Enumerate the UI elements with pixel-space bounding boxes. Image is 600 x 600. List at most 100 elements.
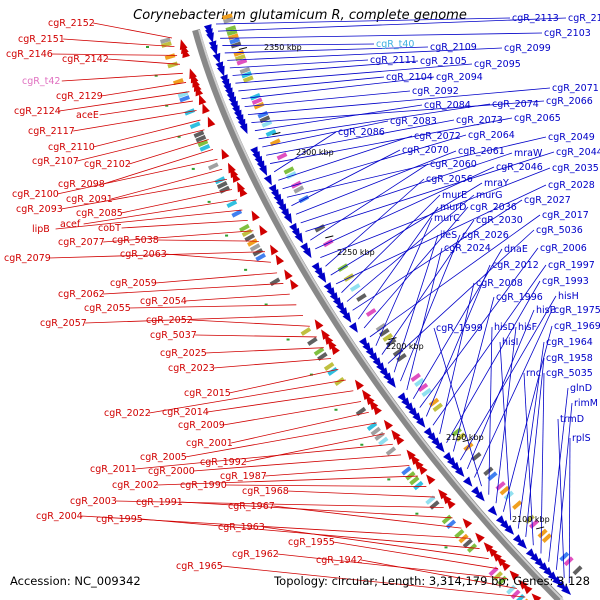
gene-label-right[interactable]: hisH (558, 291, 579, 302)
gene-label-left[interactable]: cgR_2000 (148, 466, 195, 477)
gene-label-left[interactable]: cgR_2002 (112, 480, 159, 491)
gene-label-left[interactable]: cgR_2023 (168, 363, 215, 374)
gene-label-left[interactable]: cgR_5038 (112, 235, 159, 246)
gene-label-left[interactable]: cgR_2079 (4, 253, 51, 264)
gene-label-left[interactable]: cgR_2011 (90, 464, 137, 475)
gene-label-right[interactable]: cgR_2095 (474, 59, 521, 70)
gene-label-left[interactable]: cgR_2085 (76, 208, 123, 219)
gene-label-right[interactable]: cgR_1996 (496, 292, 543, 303)
gene-label-left[interactable]: cgR_2001 (186, 438, 233, 449)
gene-label-left[interactable]: cgR_1962 (232, 549, 279, 560)
gene-label-left[interactable]: cgR_2146 (6, 49, 53, 60)
gene-label-right[interactable]: hisF (518, 322, 537, 333)
gene-label-right[interactable]: cgR_2109 (430, 42, 477, 53)
gene-label-right[interactable]: cgR_2027 (524, 195, 571, 206)
gene-label-left[interactable]: cgR_1995 (96, 514, 143, 525)
gene-label-right[interactable]: cgR_1964 (546, 337, 593, 348)
gene-label-left[interactable]: cgR_2117 (28, 126, 75, 137)
gene-label-left[interactable]: cgR_2005 (140, 452, 187, 463)
gene-label-left[interactable]: cgR_2152 (48, 18, 95, 29)
gene-label-right[interactable]: cgR_2111 (370, 55, 417, 66)
gene-label-left[interactable]: cgR_t42 (22, 76, 60, 87)
gene-label-right[interactable]: cgR_2064 (468, 130, 515, 141)
gene-label-right[interactable]: cgR_2094 (436, 72, 483, 83)
gene-label-right[interactable]: cgR_2030 (476, 215, 523, 226)
gene-label-right[interactable]: cgR_1975 (554, 305, 600, 316)
gene-label-right[interactable]: rimM (574, 398, 598, 409)
gene-label-right[interactable]: cgR_2036 (470, 202, 517, 213)
gene-label-right[interactable]: cgR_2066 (546, 96, 593, 107)
gene-label-right[interactable]: cgR_2083 (390, 116, 437, 127)
gene-label-left[interactable]: cgR_1967 (228, 501, 275, 512)
gene-label-left[interactable]: acef (60, 219, 81, 230)
gene-label-left[interactable]: cgR_2004 (36, 511, 83, 522)
gene-label-right[interactable]: cgR_1993 (542, 276, 589, 287)
gene-label-left[interactable]: cgR_2022 (104, 408, 151, 419)
gene-label-right[interactable]: rnc (526, 368, 541, 379)
gene-label-left[interactable]: cgR_1991 (136, 497, 183, 508)
gene-label-right[interactable]: glnD (570, 383, 592, 394)
gene-label-left[interactable]: cgR_2107 (32, 156, 79, 167)
gene-label-left[interactable]: cgR_2057 (40, 318, 87, 329)
gene-label-right[interactable]: cgR_2006 (540, 243, 587, 254)
gene-label-right[interactable]: murG (476, 190, 503, 201)
gene-label-left[interactable]: cgR_1990 (180, 480, 227, 491)
gene-label-right[interactable]: cgR_1999 (436, 323, 483, 334)
gene-label-right[interactable]: cgR_2074 (492, 99, 539, 110)
gene-label-left[interactable]: cgR_2091 (66, 194, 113, 205)
gene-label-left[interactable]: cgR_2025 (160, 348, 207, 359)
gene-label-right[interactable]: cgR_2092 (412, 86, 459, 97)
gene-label-right[interactable]: mraW (514, 148, 543, 159)
gene-label-left[interactable]: cgR_1955 (288, 537, 335, 548)
gene-label-right[interactable]: cgR_2049 (548, 132, 595, 143)
gene-label-right[interactable]: cgR_5036 (536, 225, 583, 236)
gene-label-right[interactable]: cgR_2106 (568, 13, 600, 24)
gene-label-left[interactable]: cgR_2102 (84, 159, 131, 170)
gene-label-right[interactable]: cgR_2044 (556, 147, 600, 158)
gene-label-right[interactable]: cgR_2070 (402, 145, 449, 156)
gene-label-left[interactable]: cgR_2077 (58, 237, 105, 248)
gene-label-right[interactable]: cgR_2008 (476, 278, 523, 289)
gene-label-right[interactable]: cgR_2060 (430, 159, 477, 170)
gene-label-left[interactable]: cgR_2052 (146, 315, 193, 326)
gene-label-right[interactable]: cgR_1997 (548, 260, 595, 271)
gene-label-right[interactable]: cgR_2104 (386, 72, 433, 83)
gene-label-left[interactable]: cgR_2142 (62, 54, 109, 65)
gene-label-left[interactable]: cgR_2129 (56, 91, 103, 102)
gene-label-left[interactable]: cgR_2098 (58, 179, 105, 190)
gene-label-right[interactable]: mraY (484, 178, 509, 189)
gene-label-right[interactable]: cgR_t40 (376, 39, 414, 50)
gene-label-left[interactable]: cgR_2059 (110, 278, 157, 289)
gene-label-right[interactable]: cgR_2024 (444, 243, 491, 254)
gene-label-left[interactable]: cgR_2055 (84, 303, 131, 314)
gene-label-right[interactable]: cgR_2012 (492, 260, 539, 271)
gene-label-left[interactable]: cgR_2062 (58, 289, 105, 300)
gene-label-left[interactable]: cgR_2014 (162, 407, 209, 418)
gene-label-right[interactable]: cgR_2065 (514, 113, 561, 124)
gene-label-right[interactable]: cgR_2061 (458, 146, 505, 157)
gene-label-right[interactable]: cgR_2017 (542, 210, 589, 221)
gene-label-right[interactable]: hisD (494, 322, 515, 333)
gene-label-right[interactable]: murC (434, 213, 460, 224)
gene-label-right[interactable]: cgR_2103 (544, 28, 591, 39)
gene-label-right[interactable]: hisI (502, 337, 518, 348)
gene-label-right[interactable]: cgR_2035 (552, 163, 599, 174)
gene-label-left[interactable]: cgR_1965 (176, 561, 223, 572)
gene-label-right[interactable]: cgR_5035 (546, 368, 593, 379)
gene-label-left[interactable]: cgR_2015 (184, 388, 231, 399)
gene-label-right[interactable]: rplS (572, 433, 591, 444)
gene-label-left[interactable]: cgR_5037 (150, 330, 197, 341)
gene-label-left[interactable]: cgR_2110 (48, 142, 95, 153)
gene-label-left[interactable]: cgR_2009 (178, 420, 225, 431)
gene-label-right[interactable]: cgR_2026 (462, 230, 509, 241)
gene-label-left[interactable]: cgR_2124 (14, 106, 61, 117)
gene-label-right[interactable]: dnaE (504, 244, 528, 255)
gene-label-right[interactable]: cgR_1958 (546, 353, 593, 364)
gene-label-right[interactable]: cgR_2028 (548, 180, 595, 191)
gene-label-left[interactable]: cobT (98, 223, 121, 234)
gene-label-left[interactable]: cgR_1942 (316, 555, 363, 566)
gene-label-right[interactable]: murE (442, 190, 467, 201)
gene-label-left[interactable]: cgR_1992 (200, 457, 247, 468)
gene-label-right[interactable]: cgR_1969 (554, 321, 600, 332)
gene-label-right[interactable]: ileS (440, 230, 457, 241)
